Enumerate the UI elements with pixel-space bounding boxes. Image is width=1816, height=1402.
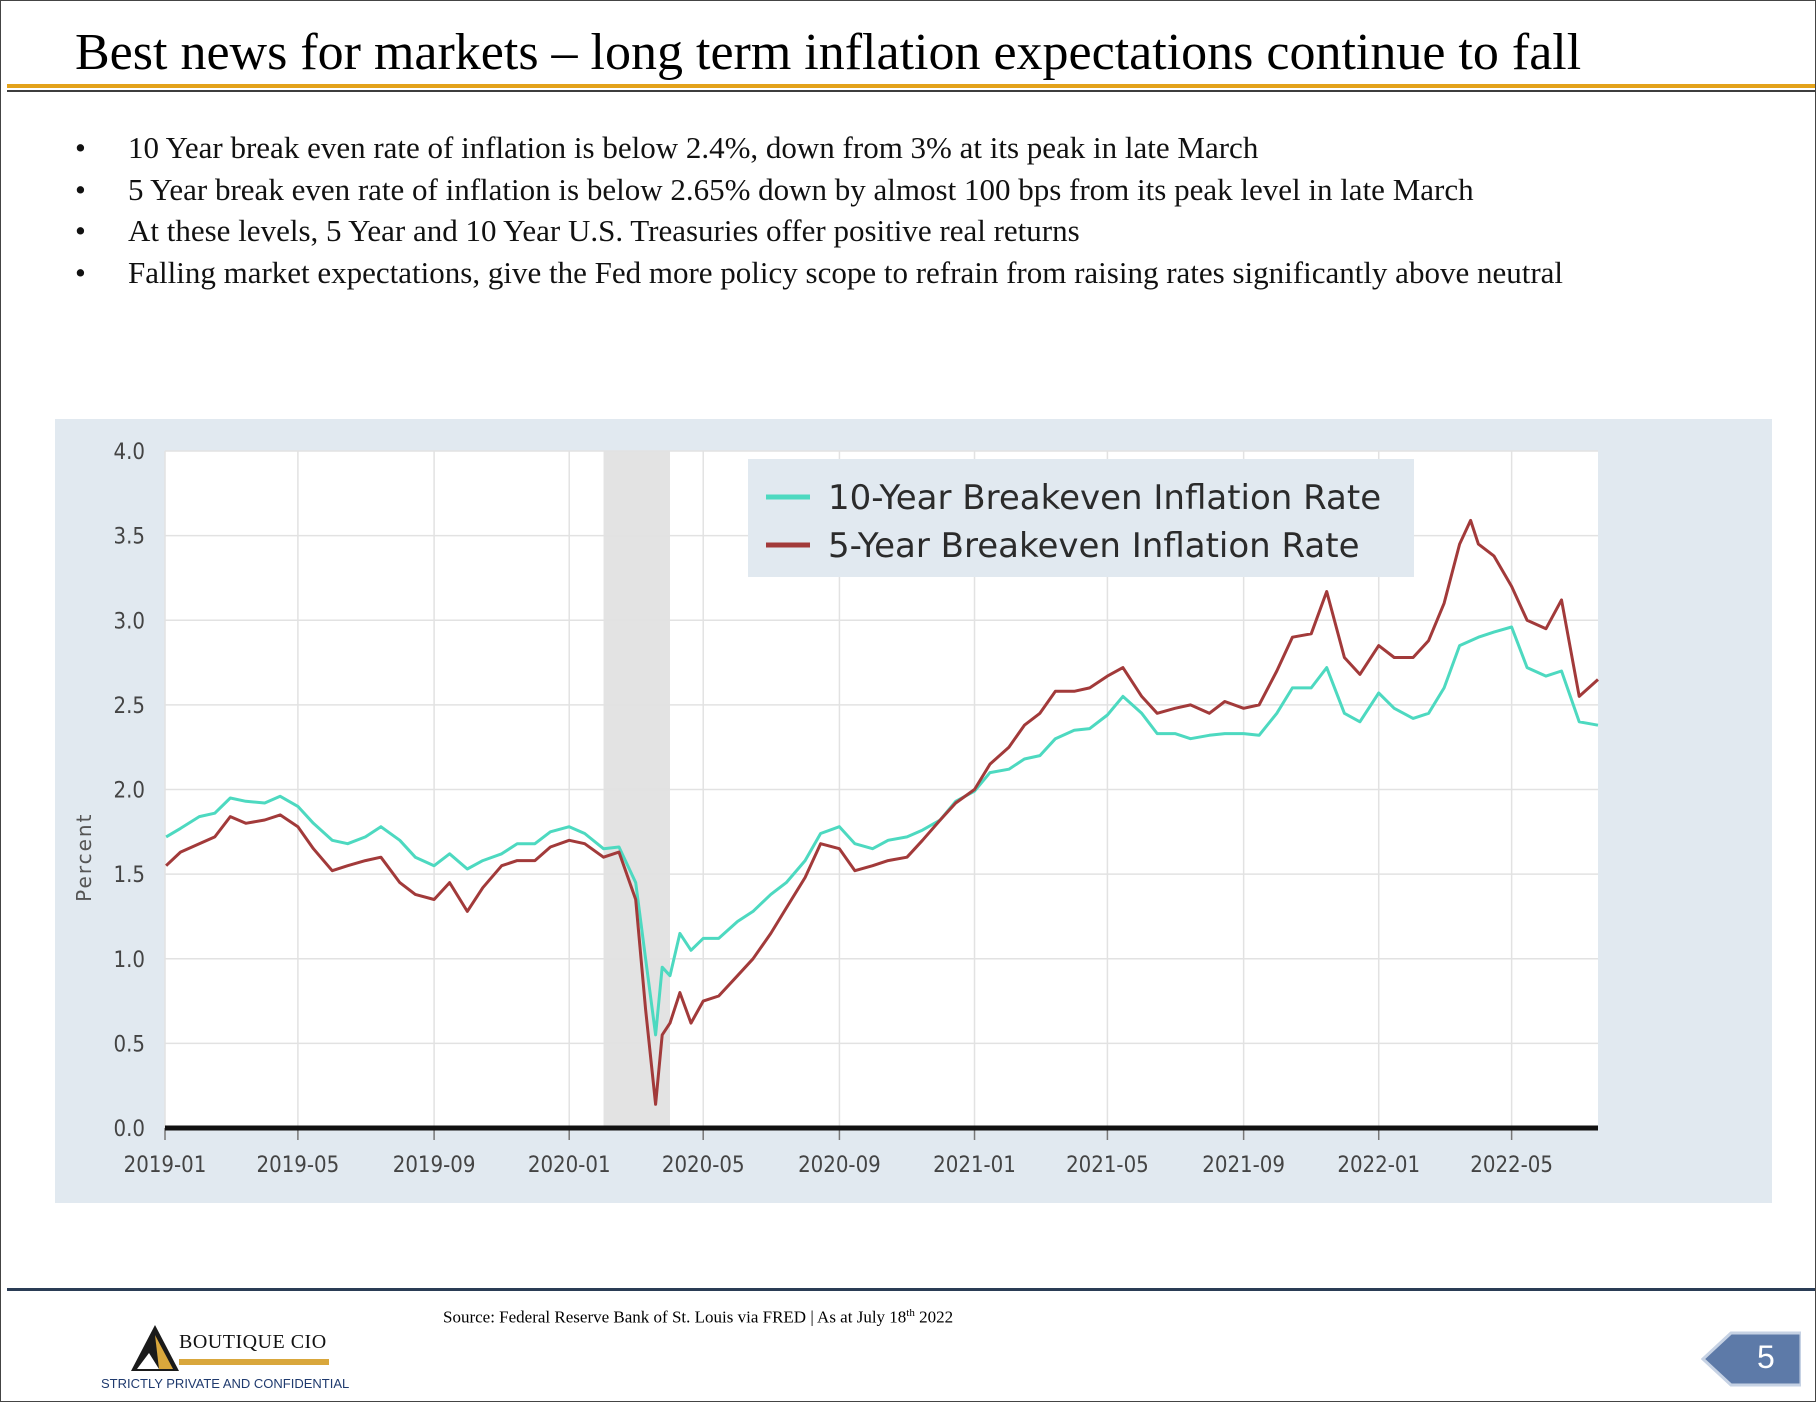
boutique-cio-logo: BOUTIQUE CIO [129,1323,339,1383]
source-superscript: th [906,1307,915,1319]
y-tick-label: 2.0 [114,779,145,804]
title-dark-rule [7,90,1815,92]
bullet-list: • 10 Year break even rate of inflation is… [75,127,1563,293]
x-tick-label: 2020-09 [798,1153,881,1178]
x-tick-label: 2020-05 [662,1153,745,1178]
x-tick-label: 2019-05 [257,1153,340,1178]
x-tick-label: 2019-01 [124,1153,207,1178]
logo-name: BOUTIQUE CIO [179,1331,327,1353]
x-tick-label: 2021-09 [1202,1153,1285,1178]
title-accent-rule [7,84,1815,88]
bullet-symbol: • [75,171,86,207]
bullet-symbol: • [75,130,86,165]
legend-label: 5-Year Breakeven Inflation Rate [828,526,1359,566]
x-tick-label: 2022-01 [1337,1153,1420,1178]
y-tick-label: 4.0 [114,440,145,465]
y-tick-label: 3.0 [114,609,145,634]
bullet-text: At these levels, 5 Year and 10 Year U.S.… [128,213,1080,248]
logo-gold-bar [179,1359,329,1365]
bullet-item: • 10 Year break even rate of inflation is… [75,127,1563,169]
bullet-item: • 5 Year break even rate of inflation is … [75,169,1563,211]
y-tick-label: 3.5 [114,525,145,550]
confidential-label: STRICTLY PRIVATE AND CONFIDENTIAL [101,1376,350,1391]
x-tick-label: 2021-05 [1066,1153,1149,1178]
series-line-5-year [165,518,1600,1106]
source-note: Source: Federal Reserve Bank of St. Loui… [443,1307,953,1328]
series-line-10-year [165,625,1599,1037]
bullet-text: 10 Year break even rate of inflation is … [128,130,1259,165]
page-number: 5 [1757,1339,1775,1375]
triangle-logo-icon [131,1325,179,1371]
y-tick-label: 0.0 [114,1117,145,1142]
legend-box [748,459,1414,577]
bullet-text: 5 Year break even rate of inflation is b… [128,171,1474,207]
y-axis-label: Percent [72,813,96,902]
x-tick-label: 2020-01 [528,1153,611,1178]
bullet-item: • At these levels, 5 Year and 10 Year U.S… [75,210,1563,252]
x-tick-label: 2019-09 [393,1153,476,1178]
slide-title: Best news for markets – long term inflat… [75,24,1582,81]
x-tick-label: 2021-01 [933,1153,1016,1178]
page-number-tab: 5 [1701,1331,1801,1387]
legend-label: 10-Year Breakeven Inflation Rate [828,478,1381,518]
y-tick-label: 2.5 [114,694,145,719]
y-tick-label: 1.0 [114,948,145,973]
page-tab-shape-icon [1701,1331,1801,1387]
footer-rule [7,1288,1815,1291]
bullet-text: Falling market expectations, give the Fe… [128,254,1564,290]
breakeven-inflation-chart: 0.0 0.5 1.0 1.5 2.0 2.5 3.0 3.5 4.0 2019-01 2019-0… [72,440,1600,1178]
bullet-symbol: • [75,213,86,248]
x-tick-label: 2022-05 [1470,1153,1553,1178]
bullet-item: • Falling market expectations, give the F… [75,252,1563,294]
source-text: Source: Federal Reserve Bank of St. Loui… [443,1307,907,1327]
bullet-symbol: • [75,254,86,290]
y-tick-label: 0.5 [114,1032,145,1057]
y-tick-label: 1.5 [114,863,145,888]
chart-panel: 0.0 0.5 1.0 1.5 2.0 2.5 3.0 3.5 4.0 2019-01 2019-0… [55,419,1772,1203]
source-year: 2022 [914,1307,954,1327]
